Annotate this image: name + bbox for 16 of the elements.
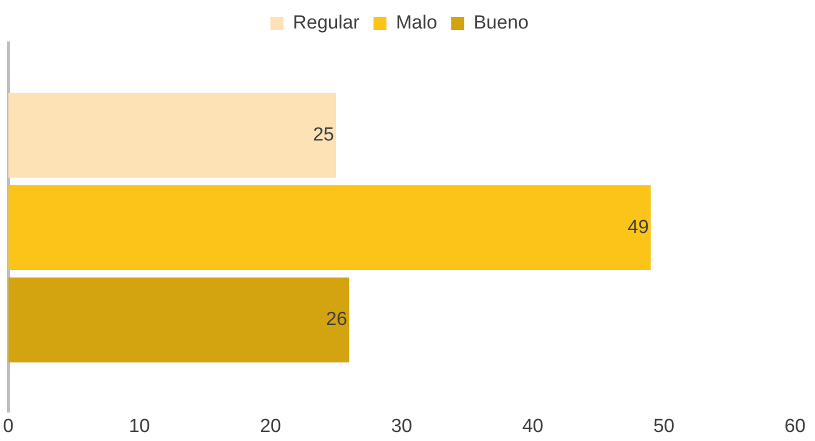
legend-label: Regular xyxy=(292,12,360,34)
data-label: 26 xyxy=(326,309,348,330)
x-tick-label: 30 xyxy=(391,416,412,437)
data-label: 49 xyxy=(628,216,649,238)
data-label: 25 xyxy=(312,124,334,146)
bar xyxy=(8,277,350,362)
x-tick-label: 50 xyxy=(653,416,674,437)
legend-label: Bueno xyxy=(474,12,529,34)
bar xyxy=(8,185,651,270)
x-tick-label: 10 xyxy=(128,416,150,437)
legend-label: Malo xyxy=(396,12,438,34)
x-tick-label: 60 xyxy=(784,416,806,437)
x-tick-label: 40 xyxy=(522,416,544,437)
x-tick-label: 20 xyxy=(260,416,282,437)
x-tick-label: 0 xyxy=(2,416,14,437)
bar xyxy=(8,92,336,178)
